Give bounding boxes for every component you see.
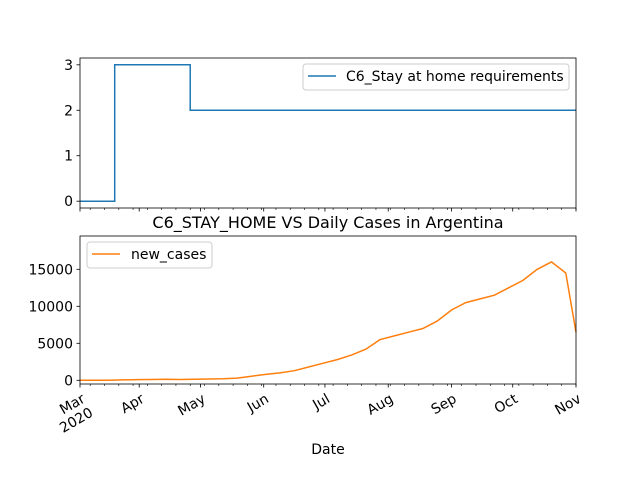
- bottom-x-tick-label: May: [175, 391, 208, 419]
- bottom-x-tick-label: Apr: [118, 391, 147, 417]
- bottom-legend-box: [86, 241, 213, 269]
- bottom-x-tick-label: Jun: [244, 391, 272, 416]
- bottom-x-tick-label-line: Apr: [118, 391, 147, 417]
- bottom-y-tick-label: 15000: [28, 262, 73, 278]
- top-y-tick-label: 3: [64, 58, 73, 74]
- bottom-legend: new_cases: [86, 241, 213, 269]
- bottom-y-tick-label: 5000: [37, 336, 73, 352]
- bottom-x-tick-label-line: Jun: [244, 391, 272, 416]
- bottom-x-tick-label: Nov: [552, 391, 584, 419]
- bottom-y-tick-label: 0: [64, 373, 73, 389]
- bottom-x-tick-label: Sep: [429, 391, 460, 418]
- bottom-x-tick-label: Aug: [365, 391, 397, 419]
- top-legend-box: [302, 63, 570, 91]
- top-axes-frame: [79, 57, 577, 209]
- top-y-tick-label: 1: [64, 149, 73, 165]
- bottom-x-tick-label: Jul: [309, 391, 333, 414]
- top-legend: C6_Stay at home requirements: [302, 63, 570, 91]
- bottom-x-tick-label-line: Jul: [309, 391, 333, 414]
- bottom-x-tick-label-line: Oct: [492, 391, 521, 417]
- chart-title: C6_STAY_HOME VS Daily Cases in Argentina: [152, 213, 503, 233]
- x-axis-label: Date: [311, 442, 344, 458]
- new-cases-series-line: [80, 261, 577, 382]
- bottom-x-tick-label-line: May: [175, 391, 208, 419]
- bottom-y-tick-label: 10000: [28, 299, 73, 315]
- top-panel: 0 1 2 3 C6_Stay at home requirements: [64, 57, 577, 212]
- bottom-x-tick-label-line: Sep: [429, 391, 460, 418]
- bottom-x-tick-label: Oct: [492, 391, 521, 417]
- top-y-tick-label: 0: [64, 194, 73, 210]
- top-legend-label: C6_Stay at home requirements: [346, 69, 564, 85]
- stay-home-series-line: [80, 64, 576, 202]
- top-y-tick-label: 2: [64, 103, 73, 119]
- bottom-x-tick-label-line: Aug: [365, 391, 397, 419]
- bottom-axes-frame: [79, 235, 577, 385]
- bottom-legend-label: new_cases: [131, 247, 206, 263]
- bottom-x-tick-label-line: Nov: [552, 391, 584, 419]
